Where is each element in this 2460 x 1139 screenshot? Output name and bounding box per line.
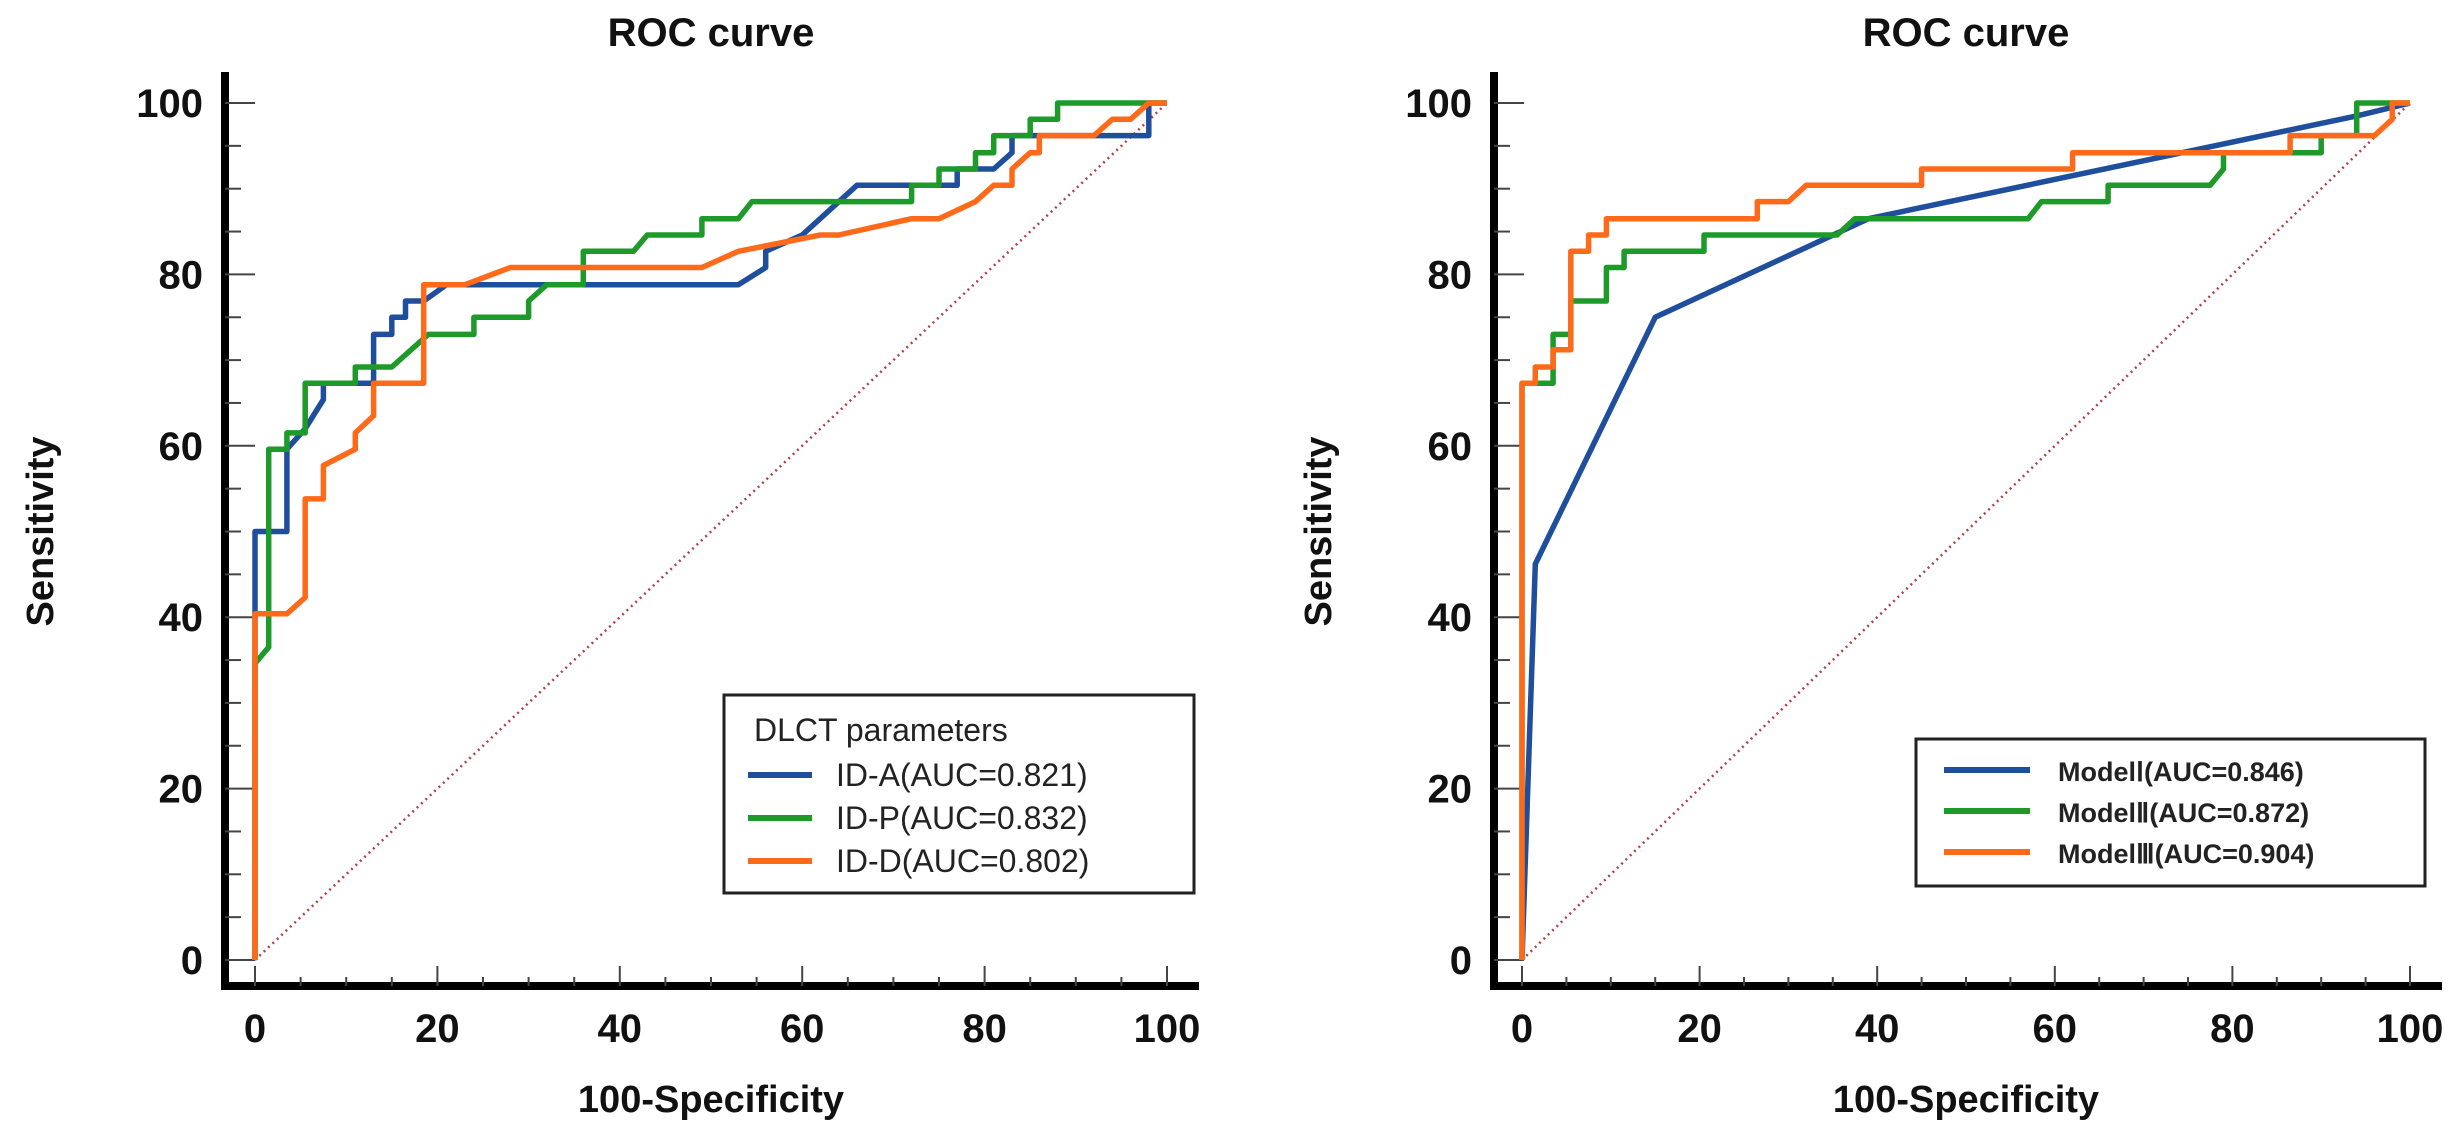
x-tick-label: 0 [244, 1007, 266, 1051]
chart-title: ROC curve [608, 11, 815, 55]
x-tick-label: 80 [962, 1007, 1007, 1051]
x-tick-label: 60 [780, 1007, 825, 1051]
y-tick-label: 100 [136, 82, 203, 126]
roc-series-line-1 [1519, 100, 2411, 961]
y-tick-label: 0 [181, 939, 203, 983]
reference-diagonal-line [254, 102, 1168, 961]
roc-series-line-1 [252, 100, 1167, 960]
y-tick-label: 80 [159, 253, 204, 297]
chart-title: ROC curve [1863, 11, 2070, 55]
y-tick-label: 60 [159, 425, 204, 469]
legend: DLCT parameters ID-A(AUC=0.821) ID-P(AUC=0… [722, 693, 1196, 895]
legend: ModelⅠ(AUC=0.846) ModelⅡ(AUC=0.872) ModelⅢ… [1914, 737, 2427, 888]
x-axis-label: 100-Specificity [578, 1079, 844, 1121]
x-axis-label: 100-Specificity [1833, 1079, 2099, 1121]
y-tick-label: 0 [1450, 939, 1472, 983]
roc-chart-2: ROC curve 0 20 40 60 80 100 0 20 40 60 80 100 100-Spe… [1298, 11, 2443, 1121]
y-tick-label: 40 [159, 596, 204, 640]
roc-chart-1: ROC curve 0 20 40 60 80 100 0 20 40 60 80 100 100-Spe… [20, 11, 1200, 1121]
y-tick-label: 80 [1428, 253, 1473, 297]
x-tick-label: 40 [598, 1007, 643, 1051]
x-tick-label: 20 [415, 1007, 460, 1051]
y-axis-label: Sensitivity [1298, 436, 1340, 626]
x-tick-label: 80 [2210, 1007, 2255, 1051]
roc-series-line-2 [252, 100, 1167, 960]
x-tick-label: 0 [1511, 1007, 1533, 1051]
y-axis-label: Sensitivity [20, 436, 62, 626]
x-tick-label: 100 [1134, 1007, 1201, 1051]
roc-series-line-3 [252, 100, 1167, 960]
legend-label: ModelⅡ(AUC=0.872) [2058, 798, 2309, 828]
y-tick-label: 20 [159, 768, 204, 812]
y-tick-label: 100 [1405, 82, 1472, 126]
x-tick-label: 20 [1677, 1007, 1722, 1051]
legend-label: ModelⅠ(AUC=0.846) [2058, 757, 2304, 787]
x-tick-label: 60 [2033, 1007, 2078, 1051]
x-tick-label: 40 [1855, 1007, 1900, 1051]
x-tick-label: 100 [2377, 1007, 2444, 1051]
legend-title: DLCT parameters [754, 712, 1008, 748]
legend-label: ID-A(AUC=0.821) [836, 757, 1088, 793]
y-tick-label: 40 [1428, 596, 1473, 640]
reference-diagonal-line [1521, 102, 2411, 961]
y-tick-label: 20 [1428, 768, 1473, 812]
roc-series-line-3 [1519, 100, 2410, 960]
legend-label: ID-D(AUC=0.802) [836, 843, 1089, 879]
y-tick-label: 60 [1428, 425, 1473, 469]
legend-label: ID-P(AUC=0.832) [836, 800, 1088, 836]
legend-label: ModelⅢ(AUC=0.904) [2058, 839, 2314, 869]
